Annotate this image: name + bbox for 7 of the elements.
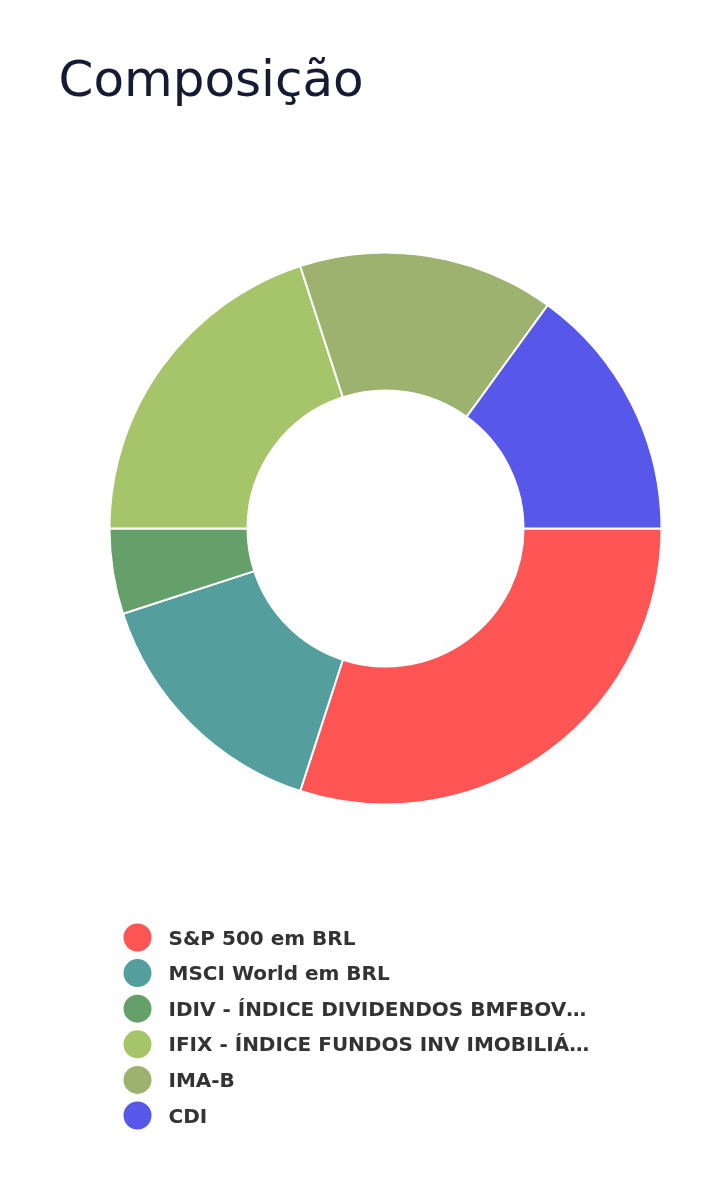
legend-label: CDI (168, 1103, 208, 1128)
legend-label: MSCI World em BRL (168, 961, 390, 986)
chart-title: Composição (58, 49, 364, 108)
legend-label: IDIV - ÍNDICE DIVIDENDOS BMFBOV… (168, 996, 587, 1021)
legend-label: S&P 500 em BRL (168, 925, 356, 950)
legend-label: IFIX - ÍNDICE FUNDOS INV IMOBILIÁ… (168, 1032, 590, 1057)
legend-label: IMA-B (168, 1067, 235, 1092)
